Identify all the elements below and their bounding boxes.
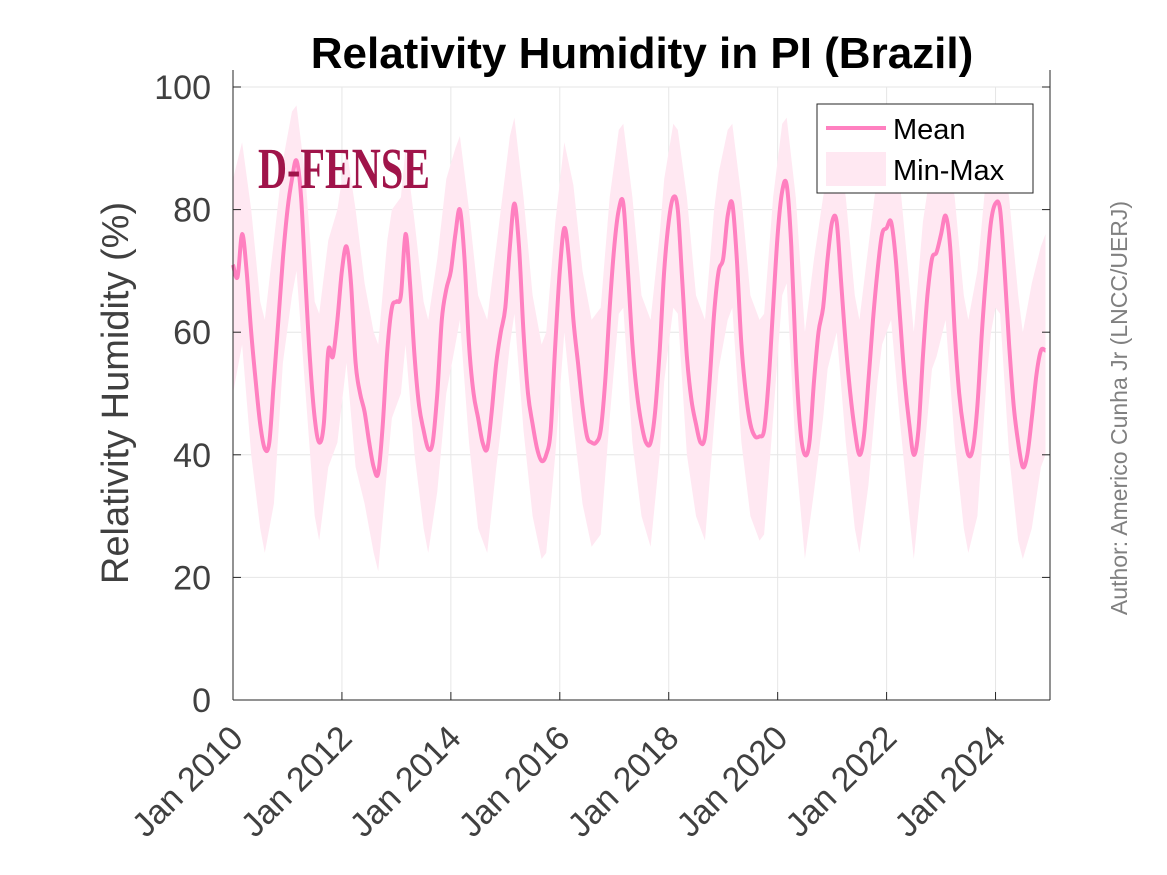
x-tick-label: Jan 2024 [887,719,1013,845]
y-tick-labels: 0 20 40 60 80 100 [154,69,211,720]
min-max-band [233,105,1046,572]
x-tick-label: Jan 2014 [343,719,469,845]
x-tick-label: Jan 2020 [670,719,796,845]
legend-min-max-label: Min-Max [893,155,1005,187]
legend-mean-label: Mean [893,114,966,146]
x-tick-label: Jan 2010 [125,719,251,845]
author-credit: Author: Americo Cunha Jr (LNCC/UERJ) [1106,201,1132,615]
y-tick-label: 60 [173,314,211,352]
y-tick-label: 80 [173,192,211,230]
y-tick-label: 0 [192,682,211,720]
mean-series-line [231,158,1047,478]
x-tick-label: Jan 2018 [561,719,687,845]
x-tick-label: Jan 2016 [452,719,578,845]
y-axis-label: Relativity Humidity (%) [95,202,137,584]
x-tick-label: Jan 2012 [234,719,360,845]
plot-frame [232,70,1051,701]
x-tick-label: Jan 2022 [778,719,904,845]
axis-ticks [232,86,1050,701]
y-tick-label: 40 [173,437,211,475]
chart-title: Relativity Humidity in PI (Brazil) [311,29,974,78]
legend-min-max-swatch [826,152,886,186]
y-tick-label: 100 [154,69,211,107]
y-tick-label: 20 [173,559,211,597]
legend: Mean Min-Max [816,103,1034,194]
d-fense-logo: D-FENSE [258,136,430,201]
